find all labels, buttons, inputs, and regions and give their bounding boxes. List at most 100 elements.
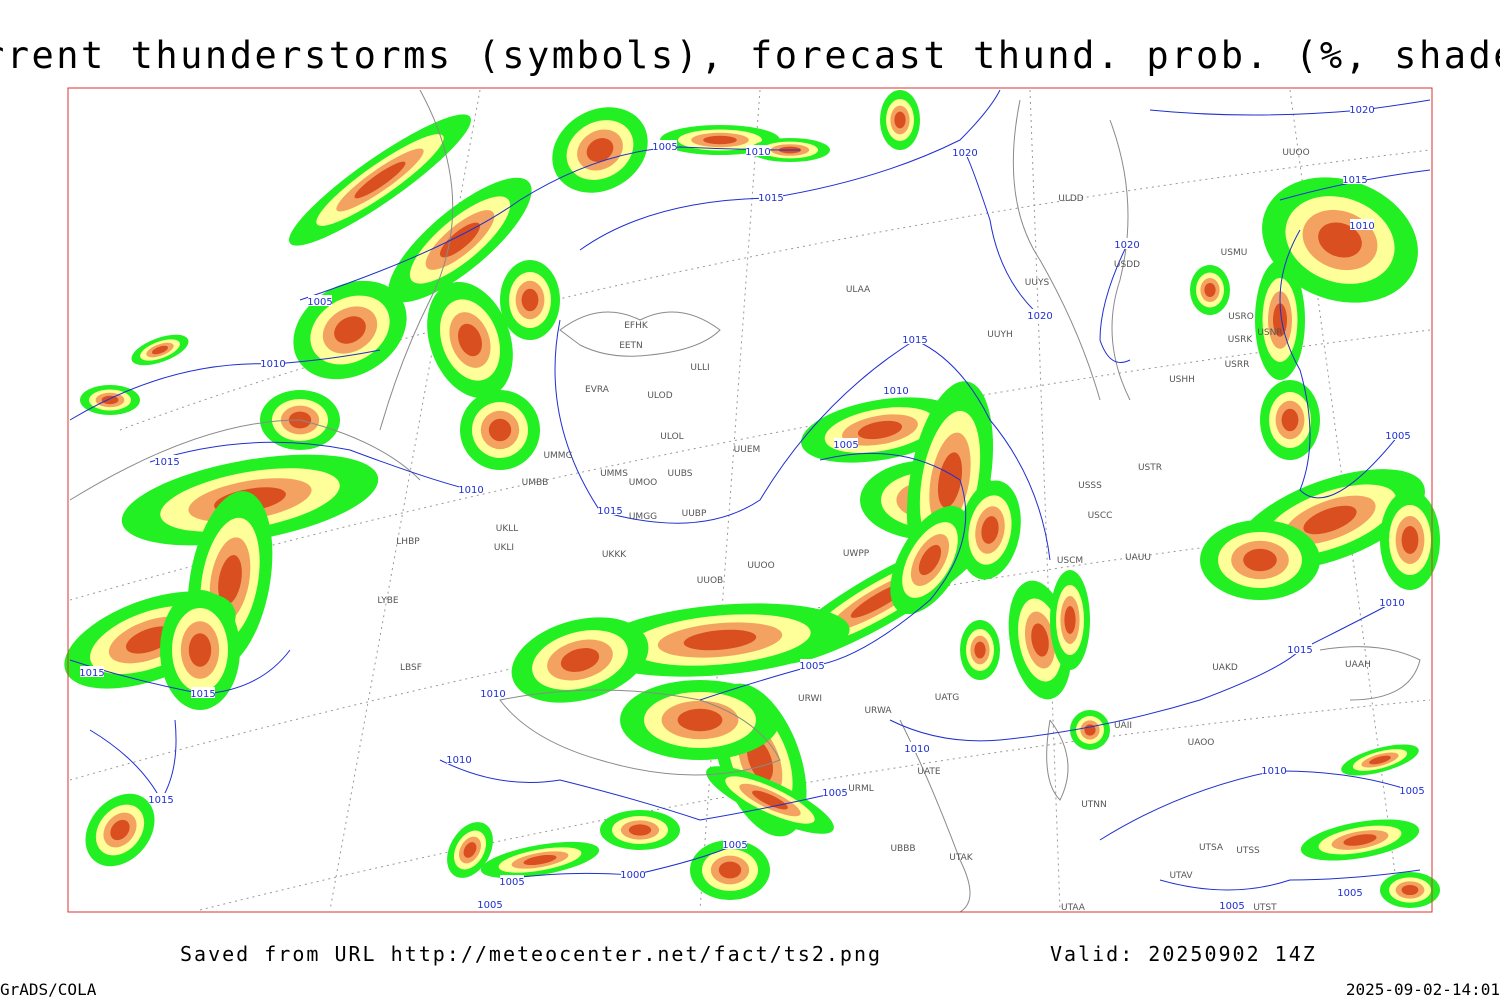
station-label: UTAV (1169, 871, 1193, 881)
isobar-label-bg (308, 295, 332, 306)
isobar-label-bg (1380, 596, 1404, 607)
isobar-label: 1005 (477, 900, 502, 911)
isobar-label-bg (1028, 309, 1052, 320)
station-label: UMMG (543, 451, 572, 461)
isobar-label: 1010 (1261, 766, 1286, 777)
station-label: URWI (798, 694, 822, 704)
isobar-label: 1005 (822, 788, 847, 799)
shading (152, 345, 168, 355)
isobar-label-bg (1262, 764, 1286, 775)
isobar-label: 1005 (1385, 431, 1410, 442)
shading (101, 395, 119, 405)
isobar-label: 1010 (458, 485, 483, 496)
shading (703, 135, 737, 145)
station-label: ULDD (1058, 194, 1084, 204)
isobar (1149, 99, 1431, 116)
isobar-label-bg (1288, 643, 1312, 654)
shading (1369, 755, 1391, 765)
isobar-label: 1015 (902, 335, 927, 346)
station-label: UTST (1253, 903, 1277, 913)
shading (918, 544, 942, 576)
isobar-label: 1020 (1349, 105, 1374, 116)
shading (1318, 222, 1362, 258)
isobar-label-bg (80, 666, 104, 677)
shading (1204, 283, 1216, 297)
isobar-label: 1015 (1287, 645, 1312, 656)
isobar (554, 319, 1051, 561)
station-label: UTAA (1061, 903, 1086, 913)
station-label: UAOO (1188, 738, 1215, 748)
isobar-label-bg (1338, 886, 1362, 897)
station-label: UMGG (629, 512, 657, 522)
coastline (69, 419, 421, 501)
isobar-label: 1015 (79, 668, 104, 679)
valid-time: Valid: 20250902 14Z (1050, 942, 1317, 966)
station-label: UUBP (682, 509, 707, 519)
shading (463, 842, 477, 858)
station-label: UKKK (602, 550, 627, 560)
station-label: EETN (619, 341, 643, 351)
shading (1401, 526, 1419, 554)
station-label: UMOO (629, 478, 658, 488)
isobar-label-bg (1115, 238, 1139, 249)
station-label: URML (848, 784, 874, 794)
shading (521, 288, 539, 312)
station-label: USDD (1114, 260, 1140, 270)
shading (1064, 606, 1076, 634)
isobar-label-bg (149, 793, 173, 804)
shading (560, 648, 600, 672)
source-url: Saved from URL http://meteocenter.net/fa… (180, 942, 882, 966)
isobar-label: 1005 (652, 142, 677, 153)
station-label: UATG (935, 693, 960, 703)
isobar-label: 1020 (1027, 311, 1052, 322)
station-label: USSS (1078, 481, 1102, 491)
isobar (69, 349, 381, 421)
isobar-label-bg (759, 191, 783, 202)
station-label: ULOD (647, 391, 672, 401)
station-label: UUBS (668, 469, 693, 479)
isobar (299, 146, 801, 301)
isobar (889, 602, 1393, 742)
isobar-label-bg (1343, 173, 1367, 184)
coastline (1012, 99, 1101, 401)
shading (981, 516, 999, 544)
isobar-label: 1005 (799, 661, 824, 672)
shading (439, 222, 481, 258)
shading (1243, 548, 1277, 572)
station-label: UATE (917, 767, 941, 777)
station-label: ULOL (660, 432, 683, 442)
station-label: UTSS (1236, 846, 1260, 856)
shading (1303, 505, 1357, 535)
isobar-label-bg (261, 357, 285, 368)
isobar-label: 1010 (745, 147, 770, 158)
map-labels: 1005 1010 1015 1020 1020 1015 1010 1020 1020 1005… (79, 103, 1425, 913)
isobar-label: 1010 (446, 755, 471, 766)
shading (1401, 884, 1419, 896)
station-label: USRO (1228, 312, 1254, 322)
isobar (699, 452, 967, 701)
station-label: UMBB (522, 478, 549, 488)
coastline (499, 689, 781, 776)
isobar-label: 1005 (1337, 888, 1362, 899)
station-label: UUOB (697, 576, 723, 586)
shading (628, 824, 652, 836)
station-label: UUOO (747, 561, 774, 571)
isobar-label: 1010 (480, 689, 505, 700)
shading (718, 861, 742, 879)
isobar (1279, 229, 1399, 499)
station-label: UAII (1114, 721, 1132, 731)
isobar-label-bg (884, 384, 908, 395)
coastline (559, 311, 721, 357)
isobar-label: 1015 (597, 506, 622, 517)
isobar-label: 1005 (499, 877, 524, 888)
isobar (579, 89, 1001, 251)
isobar-label: 1015 (1342, 175, 1367, 186)
isobar-label: 1005 (833, 440, 858, 451)
station-label: LYBE (377, 596, 398, 606)
isobar-label-bg (723, 838, 747, 849)
isobar-label: 1005 (722, 840, 747, 851)
isobar-label-bg (481, 687, 505, 698)
station-label: ULLI (690, 363, 709, 373)
